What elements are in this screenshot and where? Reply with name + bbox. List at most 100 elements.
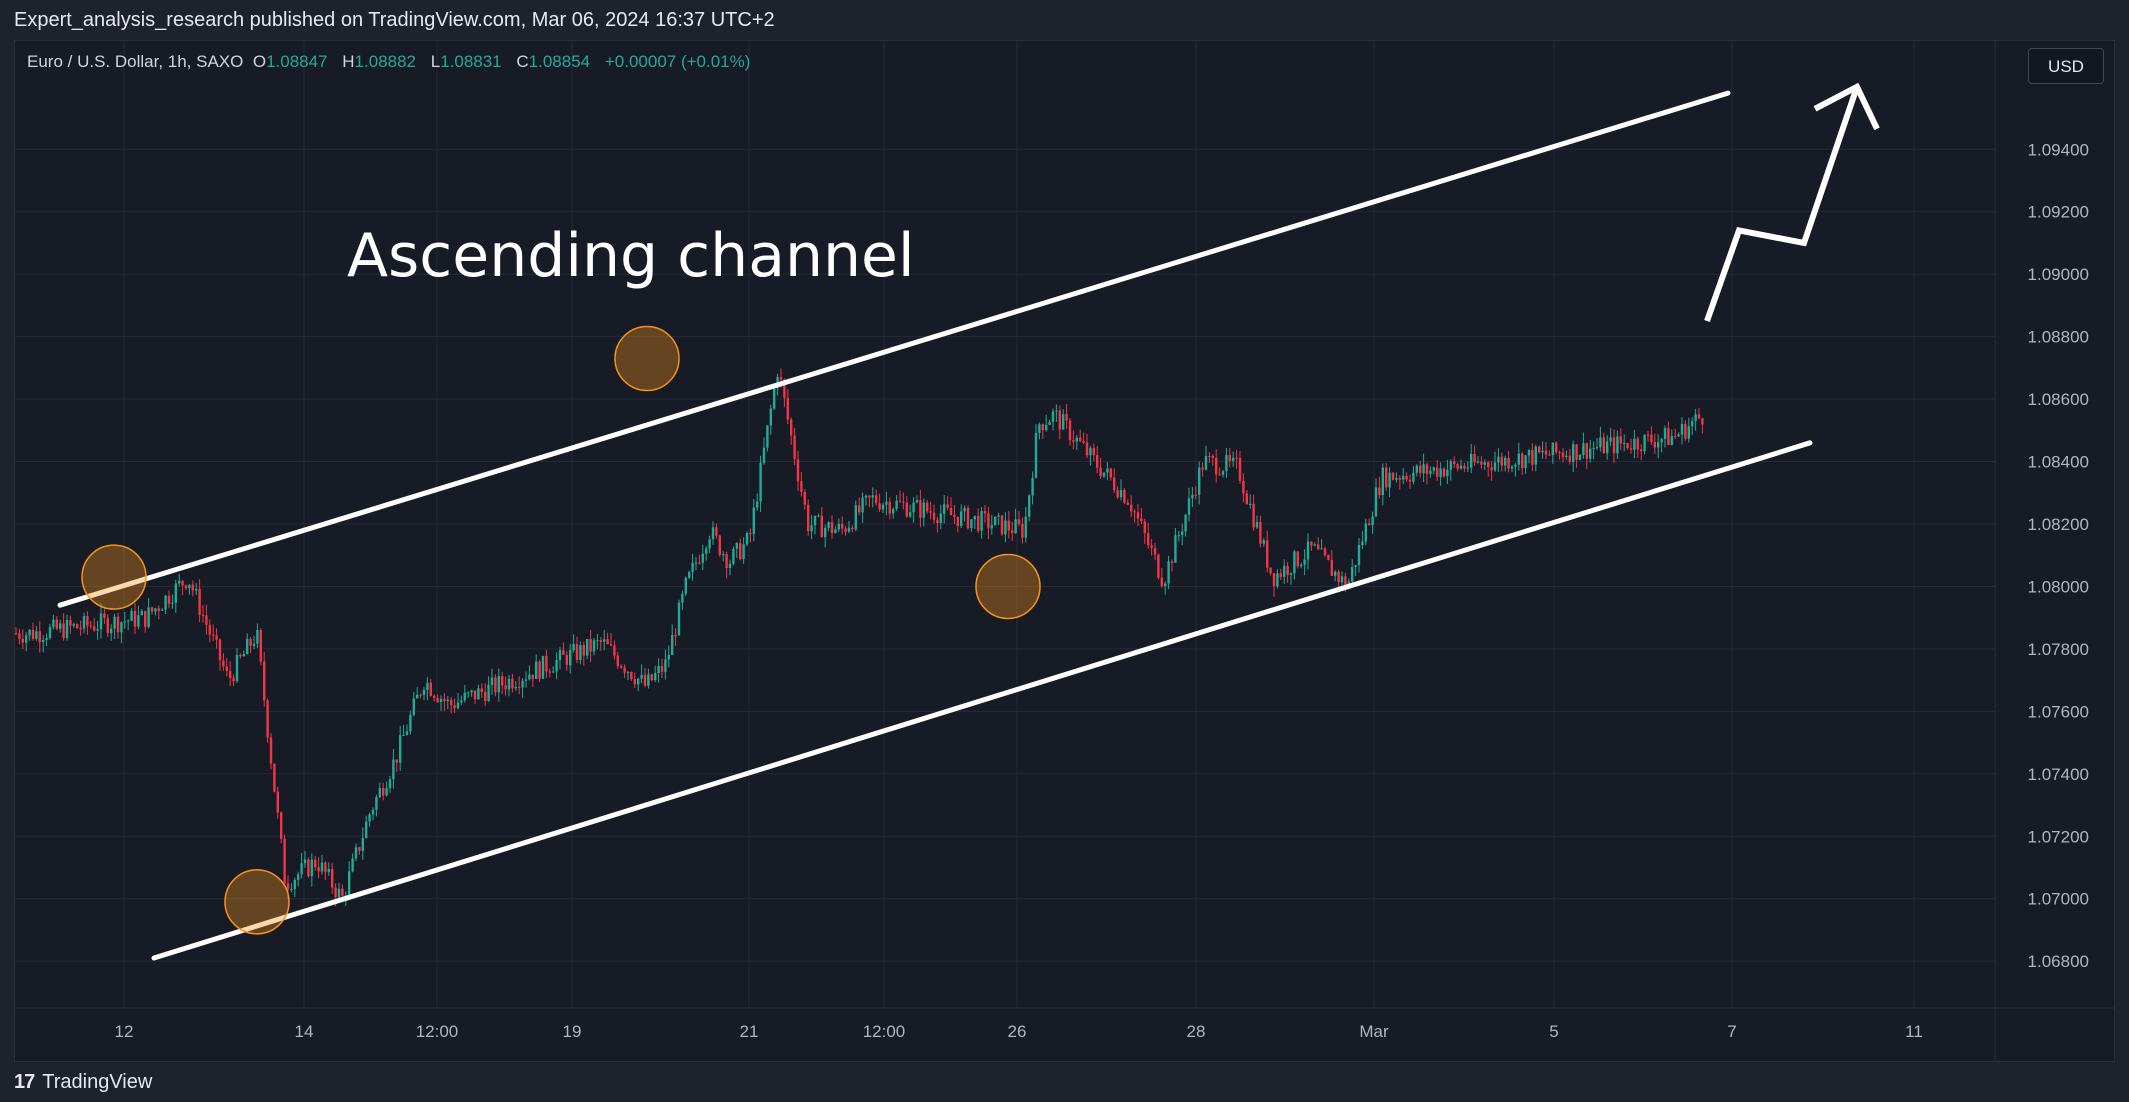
x-tick-label: 21 [740,1022,759,1041]
candle-body [1262,540,1265,544]
candle-body [307,859,310,877]
candle-body [1653,442,1656,448]
candle-body [664,659,667,672]
published-text: Expert_analysis_research published on Tr… [14,9,775,31]
touch-point-circle [81,544,147,610]
candle-body [633,679,636,685]
candle-body [966,507,970,529]
candle-body [1558,452,1561,454]
candle-body [174,583,177,603]
candle-body [460,700,463,703]
candle-body [470,690,473,693]
candle-body [745,533,749,545]
candle-body [1235,457,1238,459]
candle-body [841,523,844,529]
candle-body [297,874,300,880]
x-tick-label: 11 [1905,1022,1923,1041]
candle-body [225,666,228,671]
candle-body [1310,541,1313,546]
candle-body [1174,535,1177,563]
candle-body [116,616,120,633]
candle-body [1245,493,1248,505]
candle-body [218,639,222,661]
candle-body [1255,521,1259,528]
candle-body [881,504,885,510]
y-tick-label: 1.08800 [2028,328,2089,347]
candle-body [854,505,857,530]
candle-body [1082,441,1085,443]
candle-body [1317,544,1320,550]
candle-body [912,502,915,513]
x-tick-label: 7 [1727,1022,1736,1041]
candle-body [1470,454,1473,468]
candle-body [671,635,674,656]
candle-body [1276,573,1279,587]
candle-body [817,515,820,517]
candle-body [827,522,830,528]
candle-body [569,650,572,666]
candle-body [1320,548,1323,550]
candle-body [892,508,895,514]
candle-body [507,678,511,690]
candle-body [1374,487,1378,517]
candle-body [596,640,599,642]
candle-body [290,889,293,891]
candle-body [1388,472,1391,488]
candle-body [864,495,868,498]
candle-body [137,615,140,627]
candle-body [609,644,613,646]
candle-body [361,838,364,851]
x-tick-label: 28 [1187,1022,1206,1041]
candle-body [1680,423,1684,435]
candle-body [1609,437,1612,442]
touch-point-circle [614,325,680,392]
candle-body [123,621,126,623]
candle-body [511,678,514,689]
candle-body [239,655,242,657]
candle-body [1412,472,1415,482]
candle-body [1364,523,1367,542]
candle-body [1415,465,1418,473]
candle-body [1017,519,1021,524]
candle-body [52,619,55,627]
candle-body [1187,498,1191,515]
candle-body [494,677,497,693]
annotation-text: Ascending channel [347,221,915,291]
candle-body [55,619,58,629]
candle-body [1181,531,1184,536]
candle-body [1065,414,1068,421]
candle-body [1657,442,1660,448]
candle-body [150,607,154,612]
candle-body [837,523,840,530]
candle-body [579,645,582,661]
candle-body [1589,448,1592,459]
candle-body [1031,477,1034,496]
candle-body [1578,455,1582,460]
candle-body [895,500,898,509]
currency-button[interactable]: USD [2028,48,2104,84]
candle-body [147,607,150,627]
candle-body [259,630,262,662]
candle-body [1534,446,1537,465]
candle-body [106,617,109,634]
candle-body [276,791,279,813]
candle-body [382,788,385,796]
candle-body [181,580,184,586]
candle-body [1446,469,1449,477]
candle-body [759,462,762,502]
candle-body [1113,477,1116,491]
candle-body [1160,577,1163,587]
candle-body [1565,455,1568,457]
candle-body [1500,456,1503,466]
candle-body [222,660,225,667]
candle-body [1055,410,1058,412]
candle-body [188,584,191,589]
candle-body [320,862,324,872]
x-tick-label: 14 [295,1022,314,1041]
candle-body [929,511,932,513]
candle-body [1198,467,1201,495]
candle-body [708,539,711,549]
candle-body [28,629,31,636]
candle-body [1612,437,1616,454]
